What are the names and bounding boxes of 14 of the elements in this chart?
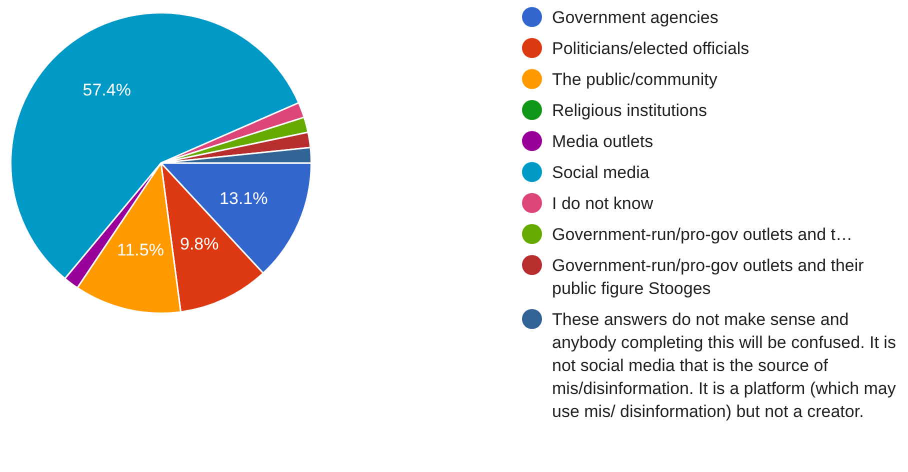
legend-label: Social media [552,162,650,184]
legend-label: The public/community [552,69,718,91]
legend-label: Government-run/pro-gov outlets and their public figure Stooges [552,255,865,300]
legend-label: These answers do not make sense and anybody completing this will be confused. It is not social media that is the source of mis/disinformation. It is a platform (which may use mis/ disinformation) but not a creator. [552,309,897,423]
data-label: 13.1% [220,188,268,208]
legend-label: Religious institutions [552,100,707,122]
data-label: 11.5% [117,240,164,260]
data-label: 57.4% [82,80,131,100]
legend-label: Media outlets [552,131,654,153]
legend-label: Government agencies [552,7,718,29]
data-label: 9.8% [180,234,219,254]
legend-label: Politicians/elected officials [552,38,750,60]
legend-label: I do not know [552,193,654,215]
legend-label: Government-run/pro-gov outlets and t… [552,224,852,246]
